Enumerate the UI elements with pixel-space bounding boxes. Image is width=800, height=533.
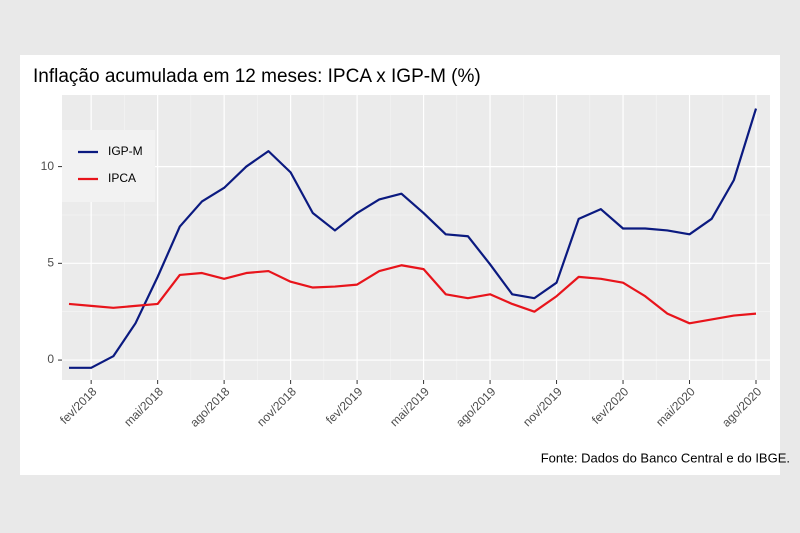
y-tick-label: 10 [41,159,55,173]
series-line [69,108,758,369]
legend-label: IPCA [108,171,136,185]
chart-title: Inflação acumulada em 12 meses: IPCA x I… [33,66,481,87]
source-note: Fonte: Dados do Banco Central e do IBGE. [541,450,790,465]
legend-box [62,130,155,202]
legend-label: IGP-M [108,144,143,158]
y-tick-label: 5 [47,256,54,270]
y-tick-label: 0 [47,352,54,366]
panel [62,95,770,380]
series-line [68,264,757,325]
